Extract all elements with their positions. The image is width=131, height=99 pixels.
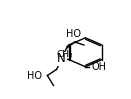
Text: OH: OH (91, 62, 107, 72)
Text: N: N (57, 52, 66, 65)
Text: HO: HO (66, 29, 81, 39)
Text: HO: HO (27, 70, 42, 80)
Text: CH₃: CH₃ (56, 50, 73, 59)
